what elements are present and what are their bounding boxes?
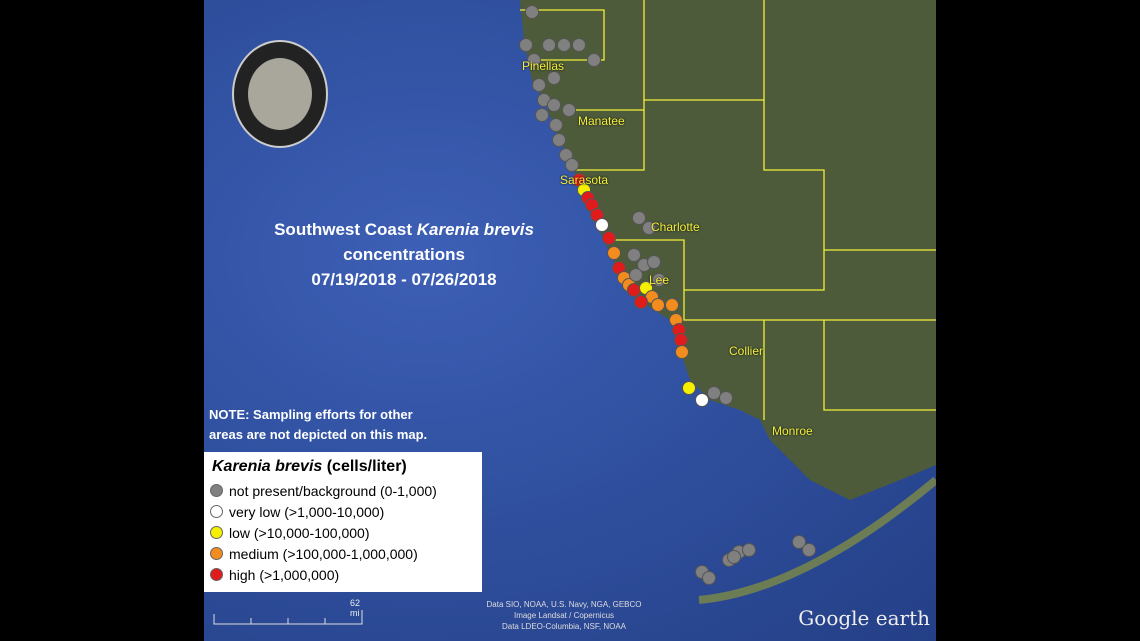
county-boundaries (520, 0, 936, 420)
legend-item: high (>1,000,000) (210, 564, 482, 585)
sample-point (674, 333, 688, 347)
keys (698, 476, 936, 604)
sample-point (547, 98, 561, 112)
sample-point (695, 393, 709, 407)
sample-point (542, 38, 556, 52)
sample-point (727, 550, 741, 564)
sample-point (665, 298, 679, 312)
sample-point (675, 345, 689, 359)
legend-label: high (>1,000,000) (229, 566, 340, 583)
legend-label: not present/background (0-1,000) (229, 482, 437, 499)
legend-item: medium (>100,000-1,000,000) (210, 543, 482, 564)
sample-point (634, 295, 648, 309)
legend-item: not present/background (0-1,000) (210, 480, 482, 501)
sample-point (565, 158, 579, 172)
sample-point (652, 273, 666, 287)
map-layer (519, 0, 936, 604)
sample-point (527, 53, 541, 67)
attribution: Data SIO, NOAA, U.S. Navy, NGA, GEBCO Ima… (486, 600, 642, 631)
sample-point (557, 38, 571, 52)
legend-swatch (210, 568, 223, 581)
legend-item: low (>10,000-100,000) (210, 522, 482, 543)
legend-item: very low (>1,000-10,000) (210, 501, 482, 522)
sample-point (702, 571, 716, 585)
legend-label: medium (>100,000-1,000,000) (229, 545, 418, 562)
sample-point (547, 71, 561, 85)
sample-point (642, 221, 656, 235)
sample-point (707, 386, 721, 400)
sample-point (572, 38, 586, 52)
sample-point (627, 283, 641, 297)
legend-swatch (210, 484, 223, 497)
legend-swatch (210, 505, 223, 518)
sample-point (607, 246, 621, 260)
note: NOTE: Sampling efforts for other areas ar… (209, 407, 428, 442)
county-label: Sarasota (560, 173, 609, 187)
land (520, 0, 936, 500)
county-label: Monroe (772, 424, 813, 438)
sample-point (802, 543, 816, 557)
scale-bar: 62 mi (212, 598, 363, 630)
sample-point (549, 118, 563, 132)
sample-point (532, 78, 546, 92)
sample-point (525, 5, 539, 19)
sample-point (602, 231, 616, 245)
legend-swatch (210, 547, 223, 560)
sample-point (552, 133, 566, 147)
map-title: Southwest Coast Karenia brevis concentra… (274, 220, 534, 289)
sample-point (562, 103, 576, 117)
sample-point (651, 298, 665, 312)
sample-point (519, 38, 533, 52)
county-label: Charlotte (651, 220, 700, 234)
legend-swatch (210, 526, 223, 539)
sample-point (742, 543, 756, 557)
sample-point (632, 211, 646, 225)
sample-point (719, 391, 733, 405)
sample-point (629, 268, 643, 282)
sample-point (682, 381, 696, 395)
sample-point (647, 255, 661, 269)
county-label: Lee (649, 273, 670, 287)
legend-label: low (>10,000-100,000) (229, 524, 370, 541)
county-label: Manatee (578, 114, 625, 128)
google-earth-logo: Google earth (798, 606, 930, 630)
sample-point (595, 218, 609, 232)
legend: Karenia brevis (cells/liter) not present… (204, 452, 482, 592)
sample-point (792, 535, 806, 549)
sample-point (587, 53, 601, 67)
sample-point (535, 108, 549, 122)
fwc-logo (232, 40, 328, 148)
legend-label: very low (>1,000-10,000) (229, 503, 385, 520)
map: Pinellas Manatee Sarasota Charlotte Lee … (204, 0, 936, 641)
sample-point (627, 248, 641, 262)
county-label: Pinellas (522, 59, 565, 73)
county-label: Collier (729, 344, 764, 358)
